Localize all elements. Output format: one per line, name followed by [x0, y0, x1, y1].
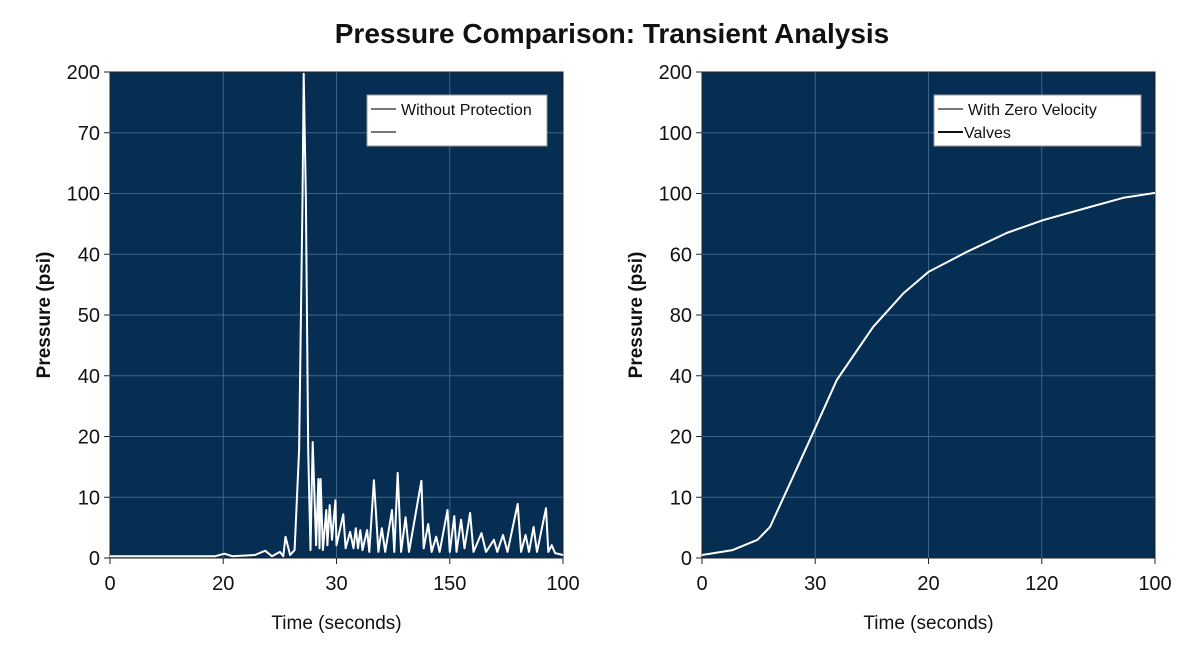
series-line — [701, 191, 1156, 556]
x-tick-label: 0 — [104, 573, 115, 595]
legend-label: Valves — [964, 125, 1011, 142]
x-tick-label: 0 — [696, 573, 707, 595]
y-tick-label: 40 — [78, 366, 100, 388]
y-axis-label: Pressure (psi) — [626, 252, 647, 379]
legend-box — [933, 94, 1142, 147]
legend: With Zero Velocity Valves — [933, 94, 1142, 147]
series-line — [110, 72, 564, 558]
y-tick-label: 100 — [659, 123, 692, 145]
x-tick-label: 120 — [1025, 573, 1058, 595]
y-tick-label: 0 — [89, 548, 100, 570]
x-tick-label: 20 — [212, 573, 234, 595]
y-tick-label: 40 — [78, 244, 100, 266]
x-tick-label: 30 — [325, 573, 347, 595]
y-tick-label: 0 — [681, 548, 692, 570]
y-tick-label: 20 — [670, 427, 692, 449]
y-tick-label: 100 — [67, 184, 100, 206]
y-tick-label: 200 — [659, 62, 692, 84]
y-tick-label: 70 — [78, 123, 100, 145]
y-tick-label: 10 — [78, 487, 100, 509]
x-tick-label: 30 — [804, 573, 826, 595]
legend-label: With Zero Velocity — [968, 102, 1097, 119]
x-axis-label: Time (seconds) — [863, 613, 993, 634]
legend-label: Without Protection — [401, 102, 532, 119]
x-tick-label: 150 — [433, 573, 466, 595]
y-axis-label: Pressure (psi) — [34, 252, 55, 379]
left-panel: 0 10 20 40 50 40 100 70 200 0 20 30 150 100 Time (seco… — [34, 62, 580, 634]
y-tick-label: 100 — [659, 184, 692, 206]
y-tick-label: 60 — [670, 244, 692, 266]
y-tick-label: 10 — [670, 487, 692, 509]
y-tick-label: 80 — [670, 305, 692, 327]
x-tick-label: 100 — [1138, 573, 1171, 595]
chart-title: Pressure Comparison: Transient Analysis — [335, 18, 890, 49]
legend: Without Protection — [366, 94, 548, 147]
y-tick-label: 50 — [78, 305, 100, 327]
y-tick-label: 200 — [67, 62, 100, 84]
y-tick-label: 40 — [670, 366, 692, 388]
x-tick-label: 100 — [546, 573, 579, 595]
x-tick-label: 20 — [917, 573, 939, 595]
y-tick-label: 20 — [78, 427, 100, 449]
x-axis-label: Time (seconds) — [271, 613, 401, 634]
legend-box — [366, 94, 548, 147]
right-panel: 0 10 20 40 80 60 100 100 200 0 30 20 120 100 Time (sec… — [626, 62, 1172, 634]
